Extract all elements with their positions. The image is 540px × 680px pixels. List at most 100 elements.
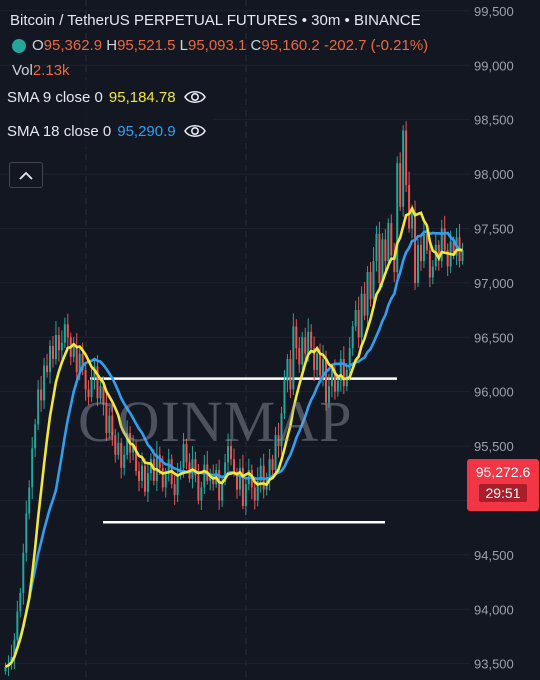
sma-9-line [4, 205, 463, 669]
candlesticks [4, 121, 464, 676]
candle-body [96, 366, 99, 399]
candle-body [375, 233, 378, 262]
symbol-title[interactable]: Bitcoin / TetherUS PERPETUAL FUTURES • 3… [10, 12, 421, 29]
candle-body [31, 448, 34, 488]
candle-body [108, 415, 111, 434]
candle-body [342, 359, 345, 387]
candle-body [333, 369, 336, 392]
candle-body [209, 476, 212, 481]
eye-icon[interactable] [183, 123, 206, 139]
sma-9-legend[interactable]: SMA 9 close 0 95,184.78 [0, 80, 214, 114]
candle-body [268, 459, 271, 479]
candle-body [428, 250, 431, 278]
eye-icon[interactable] [183, 89, 206, 105]
candle-body [233, 459, 235, 474]
candle-body [357, 310, 360, 338]
candle-body [167, 459, 170, 475]
candle-body [354, 310, 357, 327]
candle-body [304, 337, 307, 354]
volume-value: 2.13k [32, 62, 70, 79]
y-tick-label: 97,500 [474, 221, 514, 236]
y-tick-label: 94,000 [474, 602, 514, 617]
candle-body [360, 293, 363, 338]
candle-body [322, 359, 325, 376]
candle-body [336, 380, 339, 392]
candle-body [132, 446, 135, 453]
low-label: L [179, 37, 188, 54]
candle-body [399, 163, 402, 207]
chevron-up-icon [19, 171, 33, 180]
candle-body [72, 345, 75, 357]
candle-body [431, 266, 434, 278]
candle-body [46, 365, 49, 373]
y-tick-label: 96,000 [474, 385, 514, 400]
candle-body [194, 459, 197, 476]
candle-body [66, 324, 69, 338]
candle-body [28, 487, 31, 514]
candle-body [135, 446, 138, 472]
candle-body [54, 335, 57, 360]
candle-body [146, 473, 149, 492]
coinmap-watermark: COINMAP [78, 389, 353, 454]
high-label: H [106, 37, 118, 54]
candle-body [126, 433, 129, 455]
candle-body [161, 467, 164, 488]
close-value: 95,160.2 [261, 37, 320, 54]
candle-body [417, 244, 419, 283]
candle-body [212, 476, 215, 485]
candle-body [51, 345, 54, 360]
candle-body [286, 359, 289, 381]
candle-body [244, 484, 247, 506]
candle-body [111, 415, 114, 436]
candle-body [283, 380, 286, 414]
candle-body [277, 435, 280, 447]
candle-body [274, 435, 277, 471]
candle-body [289, 359, 292, 390]
candle-body [120, 442, 123, 468]
candle-body [295, 326, 298, 349]
candle-body [230, 446, 233, 460]
y-tick-label: 94,500 [474, 548, 514, 563]
candle-body [422, 233, 425, 262]
candle-body [259, 465, 262, 481]
volume-legend: Vol2.13k [12, 62, 70, 79]
candle-body [218, 470, 221, 501]
candle-body [316, 353, 319, 370]
candle-body [43, 365, 46, 401]
y-tick-label: 97,000 [474, 276, 514, 291]
sma-18-label: SMA 18 close 0 [7, 122, 112, 140]
candle-body [90, 378, 93, 398]
candle-body [105, 404, 108, 434]
candle-body [327, 386, 330, 403]
candle-body [434, 244, 437, 267]
candle-body [443, 228, 446, 251]
candle-body [22, 552, 25, 593]
y-tick-label: 95,500 [474, 439, 514, 454]
candle-body [57, 335, 60, 351]
candle-body [446, 250, 449, 267]
candle-body [452, 241, 455, 256]
candle-body [313, 348, 316, 370]
candle-body [197, 475, 200, 501]
candle-body [87, 389, 90, 398]
candle-body [200, 487, 203, 501]
y-tick-label: 99,000 [474, 58, 514, 73]
candle-body [13, 639, 16, 658]
sma-18-legend[interactable]: SMA 18 close 0 95,290.9 [0, 114, 214, 148]
y-tick-label: 98,500 [474, 113, 514, 128]
candle-body [102, 386, 105, 405]
candle-body [253, 487, 256, 501]
candle-body [384, 239, 387, 262]
candle-body [369, 272, 372, 300]
sma-9-label: SMA 9 close 0 [7, 88, 103, 106]
candle-body [378, 233, 381, 283]
candle-body [99, 386, 102, 399]
candle-body [63, 324, 66, 343]
last-price-value: 95,272.6 [475, 464, 531, 480]
candle-body [363, 293, 366, 316]
collapse-legend-button[interactable] [9, 162, 43, 188]
candle-body [60, 342, 63, 351]
candle-body [143, 465, 146, 492]
candle-body [117, 442, 120, 455]
